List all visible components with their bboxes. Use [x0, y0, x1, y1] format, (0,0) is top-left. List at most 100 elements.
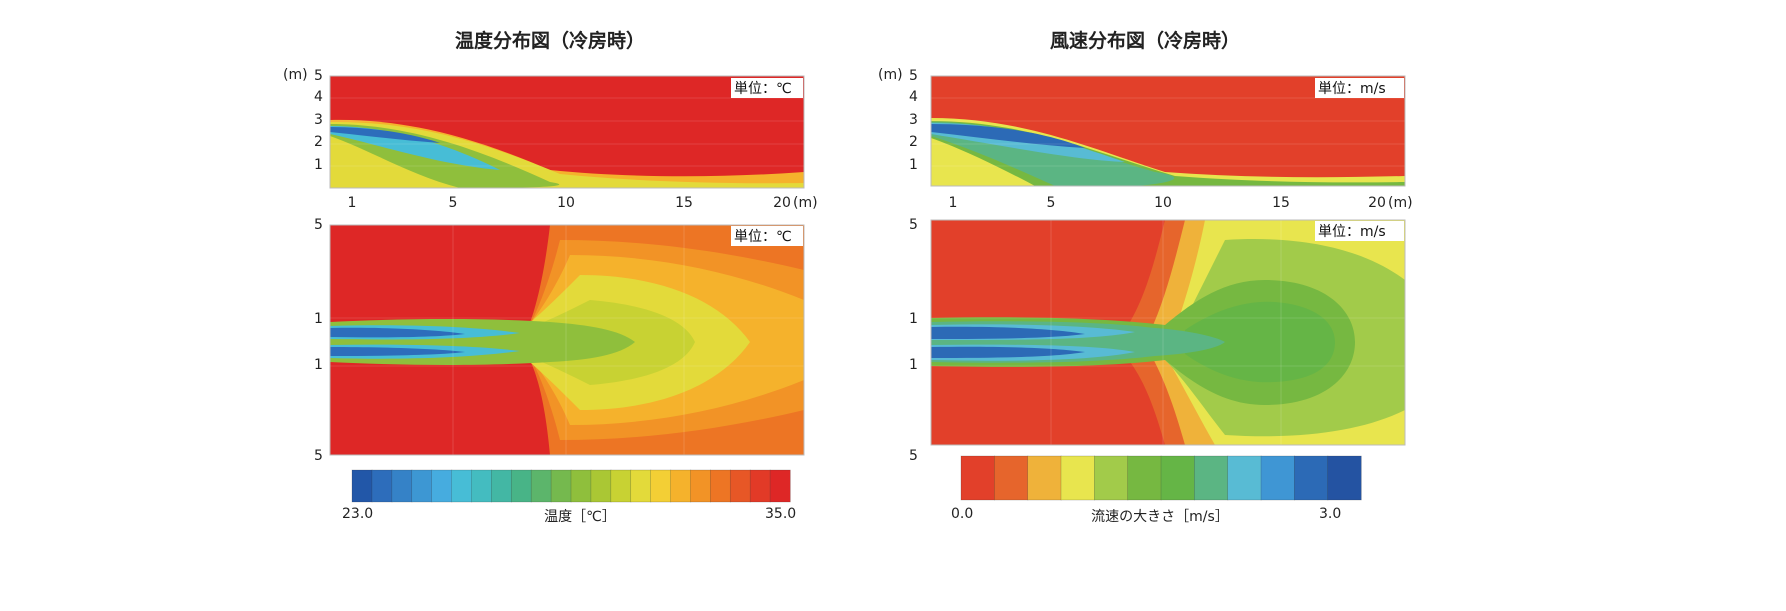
wind-plume-darkgreen [1185, 301, 1335, 383]
temp-side-y-tick: 5 [314, 68, 323, 84]
temp-side-x-tick: 15 [675, 195, 693, 211]
temp-side-grid [330, 97, 804, 167]
temp-colorbar-swatch [451, 469, 473, 503]
wind-plume-core [931, 326, 1085, 358]
temp-plan-y-tick: 1 [314, 311, 323, 327]
svg-text:単位：℃: 単位：℃ [734, 229, 792, 245]
wind-side-y-tick: 4 [909, 89, 918, 105]
temperature-chart-title: 温度分布図（冷房時） [454, 30, 645, 52]
wind-side-x-unit: (m) [1388, 195, 1413, 211]
wind-speed-chart-panel: 風速分布図（冷房時） 単位：m/s (m) 5 4 3 2 1 1 5 10 1… [878, 0, 1445, 560]
temp-colorbar-swatch [510, 469, 532, 503]
temp-colorbar-swatch [550, 469, 572, 503]
wind-colorbar-min: 0.0 [951, 506, 974, 522]
temp-jet-cyan [330, 126, 500, 170]
wind-plume-amber [1150, 220, 1255, 445]
temp-colorbar-swatch [530, 469, 552, 503]
temp-colorbar-swatch [471, 469, 492, 503]
wind-side-x-tick: 10 [1154, 195, 1172, 211]
svg-text:単位：m/s: 単位：m/s [1318, 81, 1386, 97]
temp-colorbar-swatch [431, 469, 453, 503]
temp-colorbar-swatch [749, 469, 771, 503]
temp-jet-core [330, 127, 440, 143]
temp-plan-grid [330, 225, 804, 455]
temp-colorbar-swatch [769, 469, 791, 503]
temp-colorbar-swatch [491, 469, 512, 503]
temp-colorbar-swatch [710, 469, 731, 503]
temp-colorbar-label: 温度［℃］ [544, 509, 616, 525]
temp-side-x-unit: (m) [793, 195, 818, 211]
temp-colorbar-max: 35.0 [765, 506, 797, 522]
wind-side-unit-badge: 単位：m/s [1315, 78, 1404, 98]
temp-colorbar-min: 23.0 [342, 506, 374, 522]
wind-side-y-tick: 3 [909, 112, 918, 128]
temp-side-unit-badge: 単位：℃ [731, 78, 803, 98]
wind-jet-core [931, 124, 1085, 148]
wind-colorbar-swatch [994, 455, 1029, 501]
temp-colorbar-swatch [610, 469, 632, 503]
wind-colorbar-swatch [960, 455, 995, 501]
wind-colorbar-swatch [1094, 455, 1129, 501]
wind-colorbar-swatch [1327, 455, 1362, 501]
wind-side-x-tick: 1 [949, 195, 958, 211]
temp-colorbar-swatch [729, 469, 751, 503]
wind-colorbar-swatch [1160, 455, 1195, 501]
temperature-colorbar [351, 469, 791, 503]
wind-colorbar-swatch [1294, 455, 1329, 501]
wind-colorbar-swatch [1194, 455, 1229, 501]
temp-plan-unit-badge: 単位：℃ [731, 226, 803, 246]
temp-colorbar-swatch [590, 469, 612, 503]
temp-side-y-tick: 4 [314, 89, 323, 105]
wind-speed-chart-svg: 単位：m/s (m) 5 4 3 2 1 1 5 10 15 20 (m) [878, 67, 1413, 501]
temp-plan-y-tick: 5 [314, 448, 323, 464]
wind-side-x-tick: 15 [1272, 195, 1290, 211]
temperature-chart-svg: 単位：℃ (m) 5 4 3 2 1 1 5 10 15 20 (m) [283, 67, 818, 503]
svg-text:単位：m/s: 単位：m/s [1318, 224, 1386, 240]
wind-side-y-unit: (m) [878, 67, 903, 83]
temp-side-x-tick: 20 [773, 195, 791, 211]
wind-plan-grid [931, 220, 1405, 445]
wind-colorbar-label: 流速の大きさ［m/s］ [1091, 509, 1229, 525]
wind-plume-orange [1125, 220, 1205, 445]
temp-colorbar-swatch [351, 469, 373, 503]
wind-colorbar-swatch [1027, 455, 1062, 501]
temp-colorbar-swatch [690, 469, 711, 503]
wind-side-x-tick: 5 [1047, 195, 1056, 211]
wind-colorbar-swatch [1127, 455, 1162, 501]
temp-side-y-tick: 3 [314, 112, 323, 128]
wind-colorbar-max: 3.0 [1319, 506, 1342, 522]
wind-speed-colorbar [960, 455, 1362, 501]
wind-colorbar-swatch [1227, 455, 1262, 501]
wind-plan-y-tick: 5 [909, 217, 918, 233]
wind-side-x-tick: 20 [1368, 195, 1386, 211]
wind-side-y-tick: 1 [909, 157, 918, 173]
temp-side-x-tick: 5 [449, 195, 458, 211]
temp-colorbar-swatch [391, 469, 413, 503]
temperature-chart-panel: 温度分布図（冷房時） 単位：℃ (m) 5 4 3 2 1 1 [283, 0, 850, 560]
temp-side-y-tick: 2 [314, 134, 323, 150]
wind-plan-view [930, 219, 1406, 446]
wind-plan-y-tick: 5 [909, 448, 918, 464]
temp-colorbar-swatch [630, 469, 652, 503]
temp-colorbar-swatch [670, 469, 692, 503]
wind-side-view [930, 75, 1406, 187]
svg-text:単位：℃: 単位：℃ [734, 81, 792, 97]
temp-plan-y-tick: 1 [314, 357, 323, 373]
temp-side-y-unit: (m) [283, 67, 308, 83]
temp-plan-view [329, 224, 805, 456]
temp-colorbar-swatch [570, 469, 592, 503]
wind-plan-unit-badge: 単位：m/s [1315, 221, 1404, 241]
wind-side-y-tick: 5 [909, 68, 918, 84]
wind-colorbar-swatch [1260, 455, 1295, 501]
wind-side-y-tick: 2 [909, 134, 918, 150]
temp-plan-y-tick: 5 [314, 217, 323, 233]
wind-plan-y-tick: 1 [909, 357, 918, 373]
wind-colorbar-swatch [1060, 455, 1095, 501]
temp-side-x-tick: 10 [557, 195, 575, 211]
temp-side-view [329, 75, 805, 189]
temp-colorbar-swatch [650, 469, 672, 503]
temp-side-x-tick: 1 [348, 195, 357, 211]
temp-side-y-tick: 1 [314, 157, 323, 173]
temp-plume-core [330, 327, 465, 356]
temp-colorbar-swatch [371, 469, 393, 503]
